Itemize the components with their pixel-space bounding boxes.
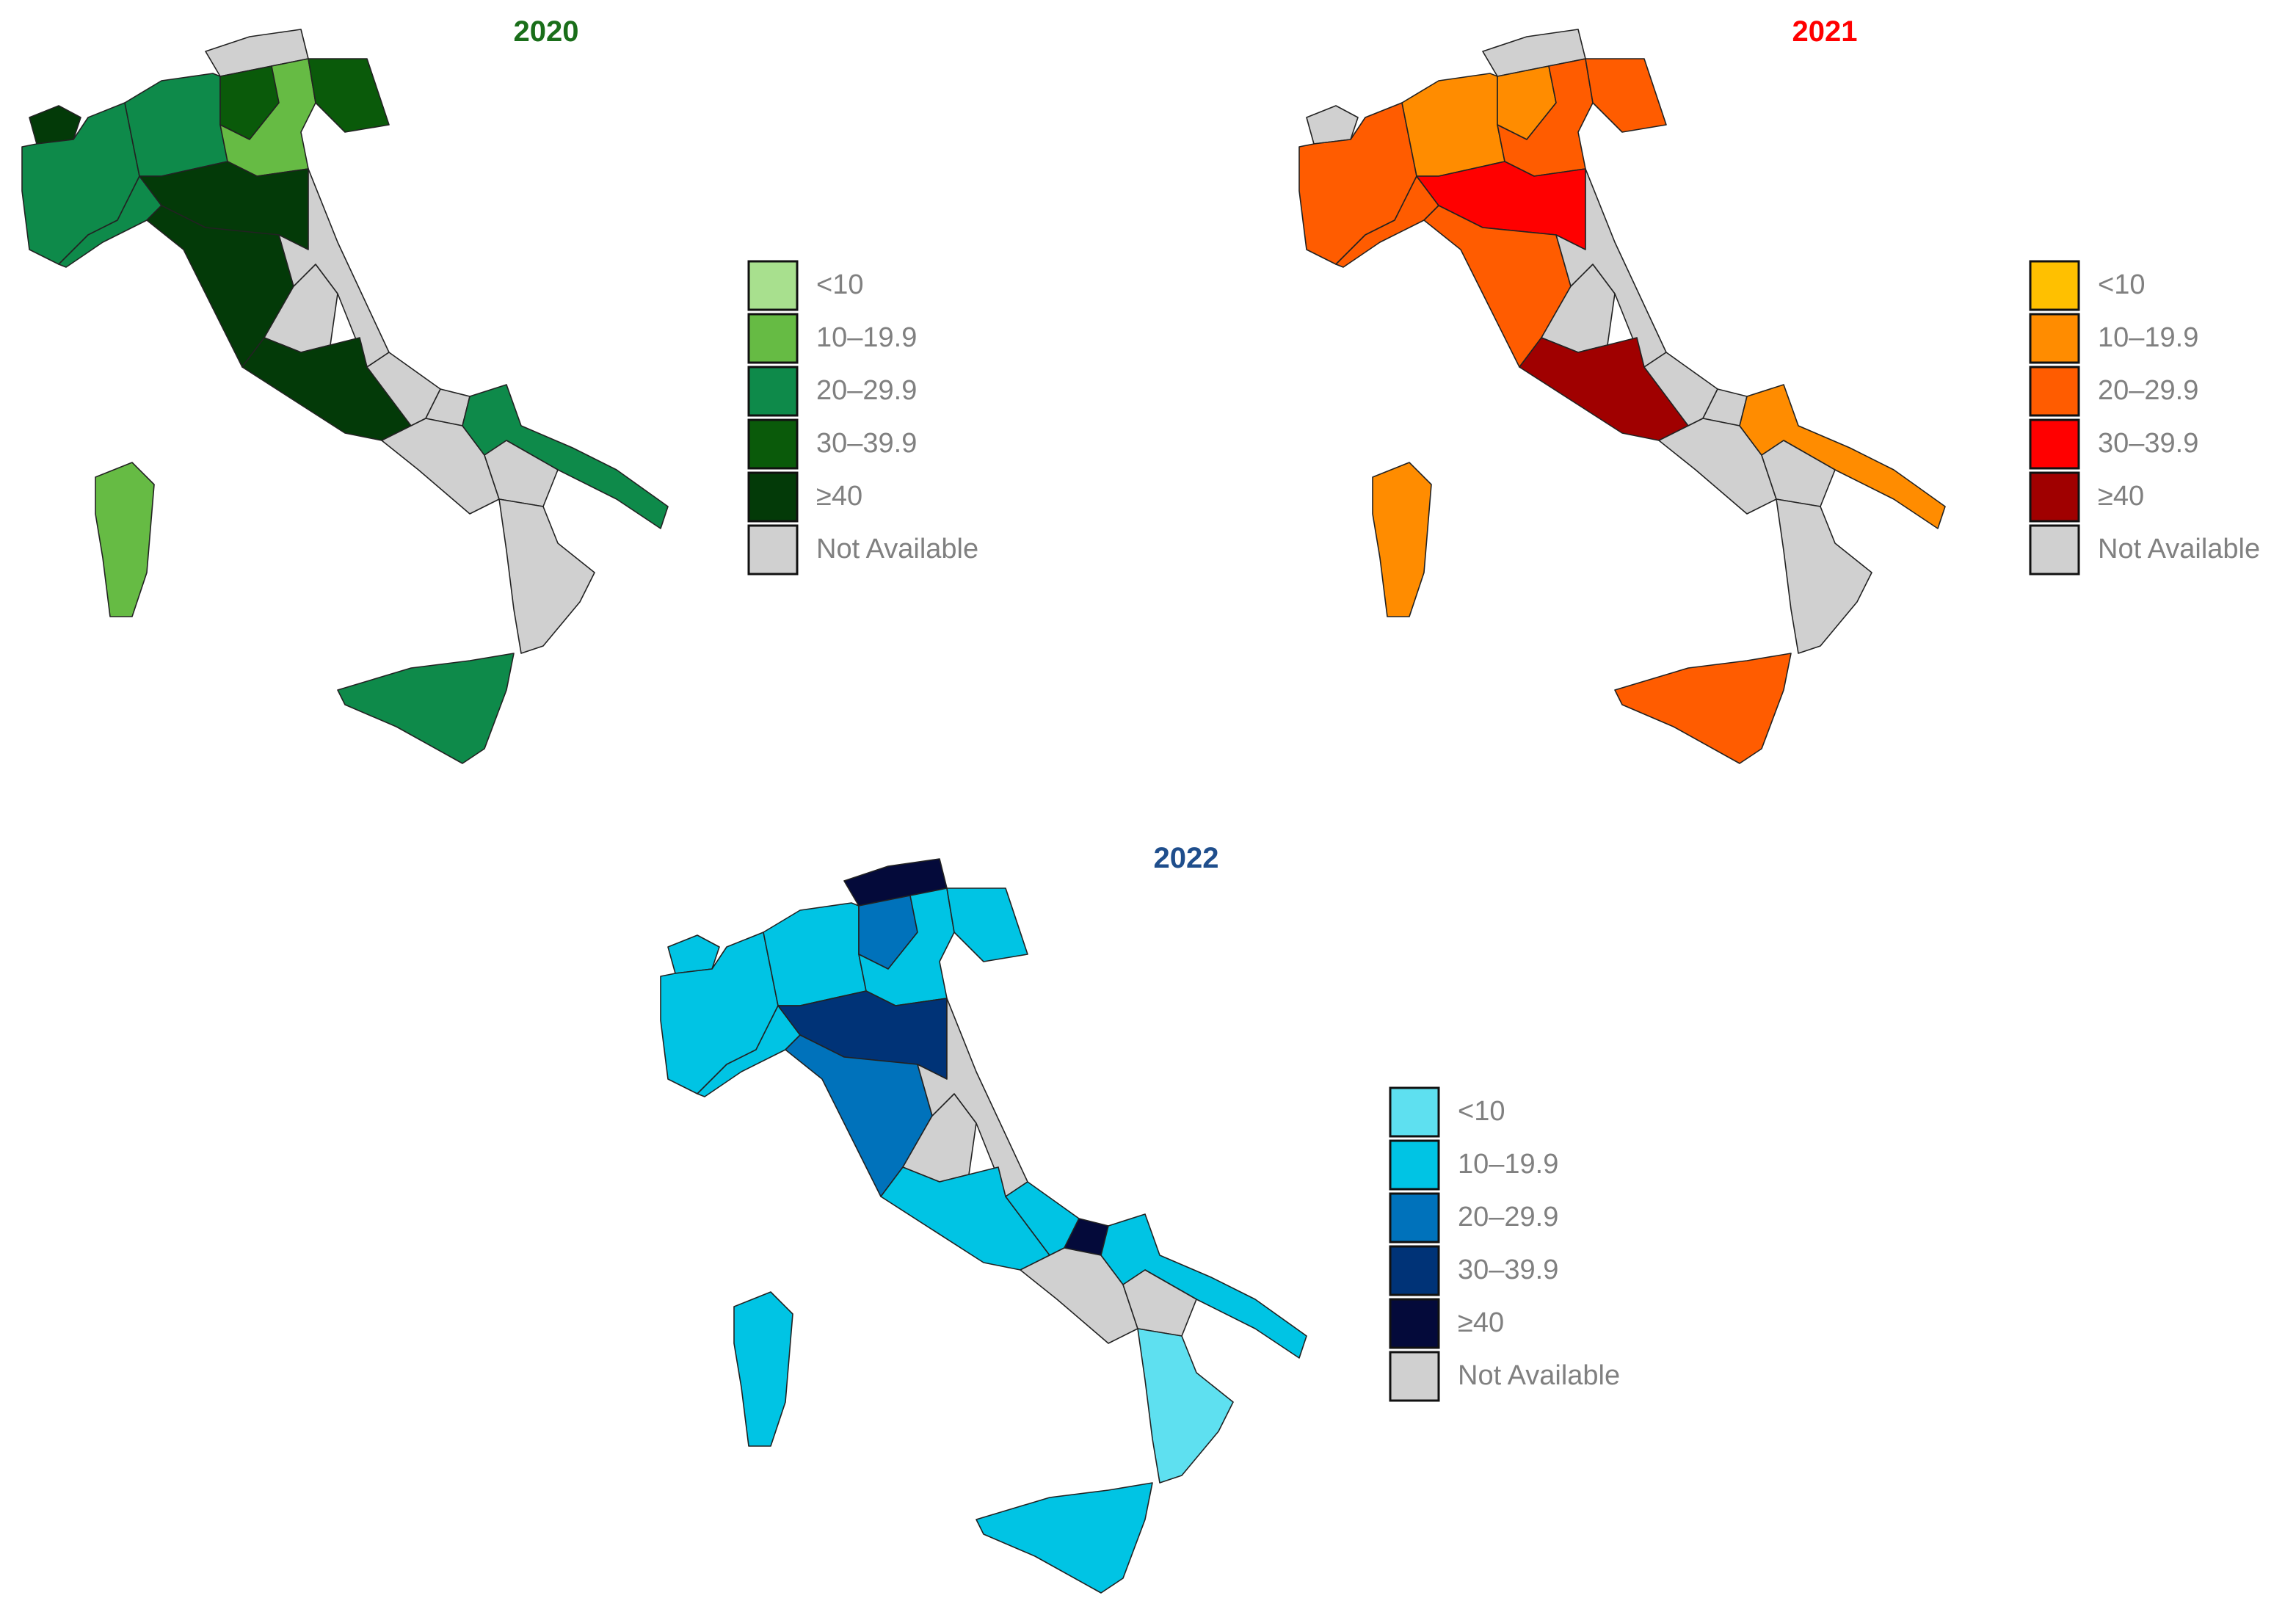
legend-label: <10 <box>2098 269 2145 300</box>
legend-swatch <box>2029 471 2080 523</box>
legend-swatch <box>747 471 799 523</box>
region <box>1401 73 1505 177</box>
region <box>1585 58 1667 133</box>
legend-label: 10–19.9 <box>1458 1149 1558 1180</box>
map-title: 2020 <box>514 15 579 48</box>
region <box>124 73 228 177</box>
region <box>917 998 1028 1197</box>
region <box>484 440 559 507</box>
legend-label: <10 <box>816 269 863 300</box>
legend-label: <10 <box>1458 1096 1505 1127</box>
legend-label: 20–29.9 <box>2098 375 2198 406</box>
region <box>337 653 515 764</box>
legend-label: ≥40 <box>2098 481 2144 512</box>
region <box>1519 337 1689 441</box>
legend-swatch <box>747 313 799 364</box>
legend-swatch <box>2029 418 2080 470</box>
legend-swatch <box>747 260 799 311</box>
legend-swatch <box>2029 366 2080 417</box>
legend-swatch <box>1389 1298 1440 1349</box>
map-title: 2021 <box>1792 15 1858 48</box>
map <box>1298 29 1946 764</box>
legend-swatch <box>1389 1192 1440 1244</box>
legend-label: Not Available <box>816 534 978 564</box>
legend-label: Not Available <box>1458 1360 1620 1391</box>
region <box>976 1482 1153 1594</box>
region <box>241 337 412 441</box>
region <box>1122 1269 1197 1337</box>
legend-swatch <box>2029 524 2080 576</box>
region <box>1555 168 1667 368</box>
region <box>763 902 867 1006</box>
legend-swatch <box>747 418 799 470</box>
legend-label: 20–29.9 <box>816 375 917 406</box>
legend-swatch <box>1389 1086 1440 1138</box>
legend-label: Not Available <box>2098 534 2260 564</box>
region <box>278 168 390 368</box>
legend-label: 10–19.9 <box>2098 322 2198 353</box>
legend-swatch <box>1389 1139 1440 1191</box>
region <box>29 105 81 145</box>
legend-swatch <box>1389 1351 1440 1402</box>
legend-label: ≥40 <box>816 481 862 512</box>
legend-label: ≥40 <box>1458 1307 1504 1338</box>
legend-label: 30–39.9 <box>2098 428 2198 459</box>
region <box>1614 653 1792 764</box>
region <box>946 887 1028 962</box>
legend-swatch <box>2029 260 2080 311</box>
legend-label: 20–29.9 <box>1458 1202 1558 1232</box>
region <box>1372 462 1432 617</box>
region <box>880 1166 1050 1271</box>
region <box>1137 1328 1234 1484</box>
legend-label: 30–39.9 <box>816 428 917 459</box>
region <box>1306 105 1359 145</box>
map-title: 2022 <box>1154 842 1219 874</box>
map <box>21 29 669 764</box>
region <box>733 1291 793 1447</box>
region <box>1761 440 1836 507</box>
legend-swatch <box>747 366 799 417</box>
region <box>667 934 720 974</box>
legend-swatch <box>747 524 799 576</box>
region <box>95 462 155 617</box>
region <box>308 58 390 133</box>
legend-label: 30–39.9 <box>1458 1255 1558 1285</box>
legend-swatch <box>1389 1245 1440 1296</box>
legend-label: 10–19.9 <box>816 322 917 353</box>
legend-swatch <box>2029 313 2080 364</box>
region <box>498 498 595 654</box>
region <box>1776 498 1872 654</box>
map <box>660 858 1307 1594</box>
